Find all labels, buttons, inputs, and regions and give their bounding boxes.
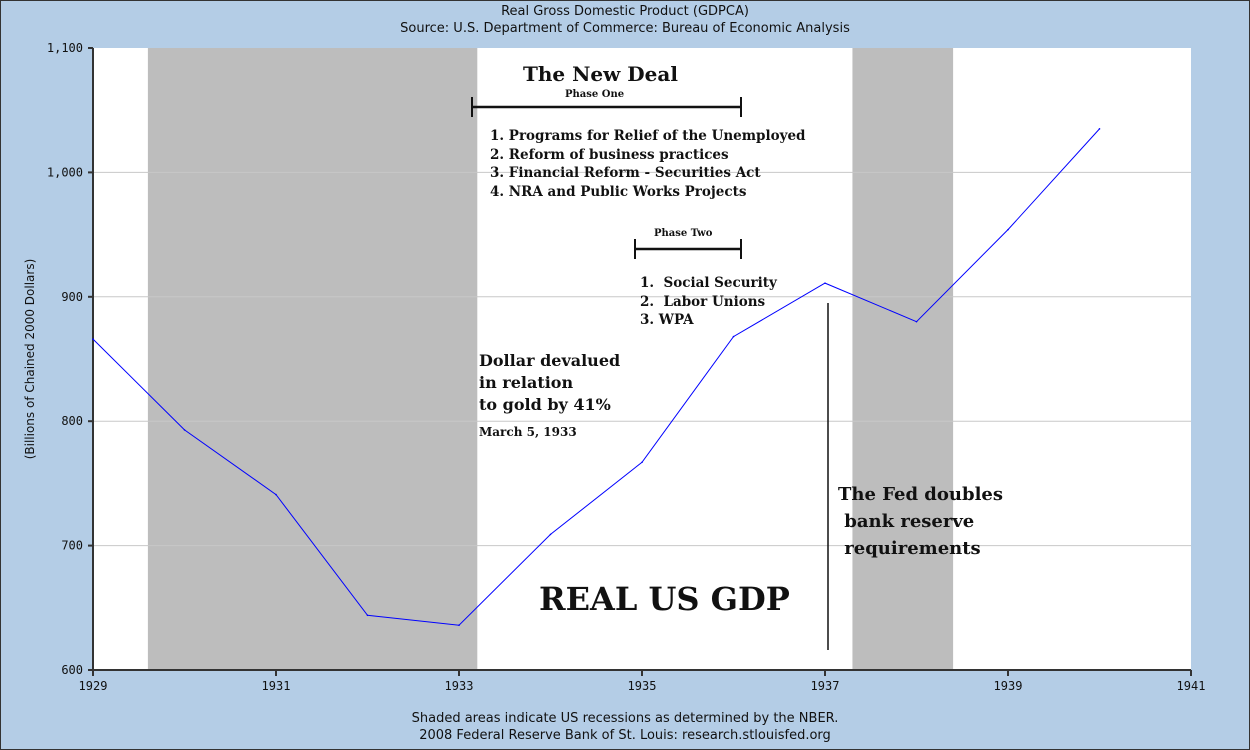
y-tick-label: 1,100 [47,41,83,55]
phase-one-list: 1. Programs for Relief of the Unemployed… [490,127,806,201]
x-tick-label: 1941 [1177,679,1206,693]
x-tick-label: 1939 [994,679,1023,693]
note-line: to gold by 41% [479,395,611,414]
dollar-date: March 5, 1933 [479,425,577,439]
phase-two-item: 2. Labor Unions [640,293,766,310]
x-tick-label: 1931 [262,679,291,693]
y-tick-label: 1,000 [47,165,83,179]
note-line: Dollar devalued [479,351,621,370]
x-tick-label: 1933 [445,679,474,693]
data-point [1007,228,1009,231]
phase-one-label: Phase One [565,89,625,100]
y-tick-label: 900 [61,290,83,304]
data-point [366,614,369,617]
gdp-series-line [92,128,1100,626]
data-point [915,320,918,323]
data-point [275,493,277,496]
phase-two-item: 1. Social Security [640,275,777,291]
data-point [458,624,460,627]
y-axis-label: (Billions of Chained 2000 Dollars) [23,259,37,460]
x-tick-label: 1929 [79,679,108,693]
y-tick-label: 800 [61,414,83,428]
chart-subtitle: Source: U.S. Department of Commerce: Bur… [400,21,850,36]
data-point [92,338,94,340]
chart-title: Real Gross Domestic Product (GDPCA) [501,4,749,19]
real-us-gdp-label: REAL US GDP [539,580,790,618]
footnote-2: 2008 Federal Reserve Bank of St. Louis: … [419,728,831,743]
note-line: requirements [838,538,981,559]
x-tick-label: 1937 [811,679,840,693]
data-point [549,533,552,536]
phase-one-item: 1. Programs for Relief of the Unemployed [490,128,806,144]
y-tick-label: 700 [61,539,83,553]
phase-two-list: 1. Social Security 2. Labor Unions 3. WPA [640,274,777,330]
phase-one-item: 4. NRA and Public Works Projects [490,183,747,200]
data-point [183,429,186,431]
note-line: The Fed doubles [838,484,1003,505]
dollar-devalued-note: Dollar devalued in relation to gold by 41% [479,350,620,416]
phase-one-item: 2. Reform of business practices [490,146,729,163]
footnote-1: Shaded areas indicate US recessions as d… [411,711,839,726]
note-line: bank reserve [838,511,975,532]
fed-note: The Fed doubles bank reserve requirement… [838,481,1003,562]
phase-one-item: 3. Financial Reform - Securities Act [490,165,761,181]
y-tick-label: 600 [61,663,83,677]
data-point [732,335,735,338]
data-point [641,461,643,464]
recession-band [147,48,478,670]
data-point [1098,128,1101,130]
phase-two-item: 3. WPA [640,312,694,328]
phase-two-label: Phase Two [654,228,713,239]
recession-band [852,48,954,670]
x-tick-label: 1935 [628,679,657,693]
note-line: in relation [479,373,574,392]
new-deal-title: The New Deal [523,62,678,86]
data-point [824,282,826,284]
